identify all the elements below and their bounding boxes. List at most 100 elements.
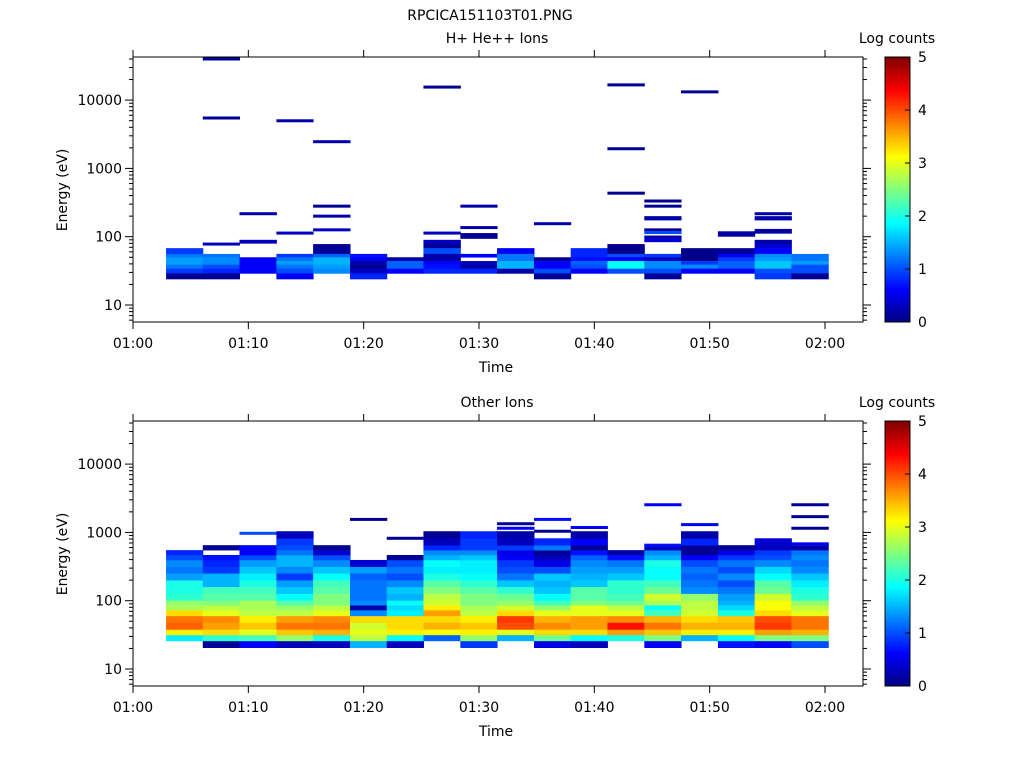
colorbar-segment <box>885 88 910 92</box>
spectrogram-cell <box>350 566 388 574</box>
colorbar-segment <box>885 601 910 605</box>
spectrogram-cell <box>791 600 829 606</box>
spectrogram-cell <box>166 634 204 642</box>
spectrogram-cell <box>386 640 424 649</box>
spectrogram-cell <box>313 629 351 636</box>
spectrogram-cell <box>570 586 608 594</box>
spectrogram-cell <box>570 261 608 265</box>
spectrogram-cell <box>681 586 719 594</box>
colorbar-segment <box>885 542 910 547</box>
spectrogram-cell <box>791 629 829 636</box>
spectrogram-cell <box>497 580 535 588</box>
colorbar-segment <box>885 298 910 302</box>
colorbar-segment <box>885 646 910 650</box>
colorbar-segment <box>885 229 910 233</box>
spectrogram-cell <box>202 573 240 581</box>
spectrogram-cell <box>460 538 498 546</box>
spectrogram-cell <box>681 264 719 269</box>
spectrogram-cell <box>166 550 204 556</box>
colorbar-segment <box>885 545 910 549</box>
colorbar-segment <box>885 115 910 119</box>
spectrogram-cell <box>386 600 424 606</box>
colorbar-segment <box>885 481 910 486</box>
spectrogram-cells <box>166 57 829 280</box>
spectrogram-cell <box>313 615 351 623</box>
spectrogram-cell <box>791 545 829 551</box>
spectrogram-cell <box>791 605 829 611</box>
spectrogram-cell <box>681 634 719 642</box>
spectrogram-cell <box>497 261 535 269</box>
x-tick-label: 01:40 <box>574 336 614 352</box>
spectrogram-cell <box>166 615 204 623</box>
colorbar-segment <box>885 519 910 523</box>
colorbar-segment <box>885 553 910 557</box>
x-axis-label: Time <box>478 360 513 376</box>
spectrogram-cell <box>313 550 351 556</box>
spectrogram-cell <box>460 566 498 574</box>
colorbar-segment <box>885 656 910 660</box>
colorbar-tick-label: 1 <box>918 262 927 278</box>
spectrogram-cell <box>717 257 756 262</box>
spectrogram-cell <box>533 605 572 611</box>
spectrogram-cell <box>533 550 572 556</box>
spectrogram-line <box>313 204 351 208</box>
colorbar-segment <box>885 572 910 576</box>
colorbar-segment <box>885 529 910 533</box>
spectrogram-cell <box>166 629 204 636</box>
spectrogram-cell <box>386 559 424 567</box>
spectrogram-cell <box>533 554 572 561</box>
spectrogram-line <box>202 116 240 120</box>
spectrogram-cell <box>644 629 682 636</box>
spectrogram-cell <box>350 268 388 274</box>
spectrogram-cell <box>607 554 645 561</box>
spectrogram-cell <box>460 634 498 642</box>
colorbar-segment <box>885 672 910 676</box>
spectrogram-cell <box>202 273 240 280</box>
colorbar-segment <box>885 192 910 196</box>
spectrogram-cell <box>423 538 461 546</box>
spectrogram-cell <box>681 629 719 636</box>
colorbar-segment <box>885 442 910 446</box>
colorbar-segment <box>885 444 910 448</box>
spectrogram-cell <box>791 261 829 265</box>
spectrogram-cell <box>460 600 498 606</box>
spectrogram-cell <box>313 586 351 594</box>
spectrogram-cell <box>754 605 792 611</box>
spectrogram-cell <box>202 629 240 636</box>
spectrogram-cell <box>644 545 682 551</box>
colorbar-segment <box>885 123 910 127</box>
spectrogram-cell <box>644 253 682 258</box>
colorbar-tick-label: 1 <box>918 626 927 642</box>
spectrogram-cell <box>423 268 461 274</box>
spectrogram-cell <box>202 545 240 551</box>
colorbar-segment <box>885 582 910 586</box>
spectrogram-cell <box>202 610 240 617</box>
spectrogram-cell <box>533 615 572 623</box>
spectrogram-cell <box>644 580 682 588</box>
colorbar-segment <box>885 152 910 156</box>
spectrogram-cell <box>681 248 719 262</box>
x-tick-label: 01:40 <box>574 700 614 716</box>
spectrogram-cell <box>202 566 240 574</box>
spectrogram-cell <box>423 615 461 623</box>
spectrogram-cell <box>754 622 792 630</box>
spectrogram-cell <box>717 622 756 630</box>
spectrogram-cell <box>607 261 645 269</box>
spectrogram-cell <box>754 545 792 551</box>
spectrogram-cell <box>423 600 461 606</box>
spectrogram-cell <box>350 593 388 601</box>
spectrogram-cell <box>717 559 756 567</box>
colorbar-tick-label: 0 <box>918 679 927 695</box>
colorbar-segment <box>885 245 910 249</box>
colorbar-segment <box>885 434 910 438</box>
spectrogram-cell <box>533 273 572 280</box>
spectrogram-cell <box>533 629 572 636</box>
spectrogram-line <box>350 517 388 521</box>
x-tick-label: 02:00 <box>805 700 845 716</box>
colorbar-segment <box>885 640 910 645</box>
spectrogram-cell <box>570 640 608 649</box>
spectrogram-cell <box>754 600 792 606</box>
spectrogram-cell <box>313 264 351 269</box>
colorbar-segment <box>885 638 910 642</box>
spectrogram-cell <box>681 531 719 539</box>
